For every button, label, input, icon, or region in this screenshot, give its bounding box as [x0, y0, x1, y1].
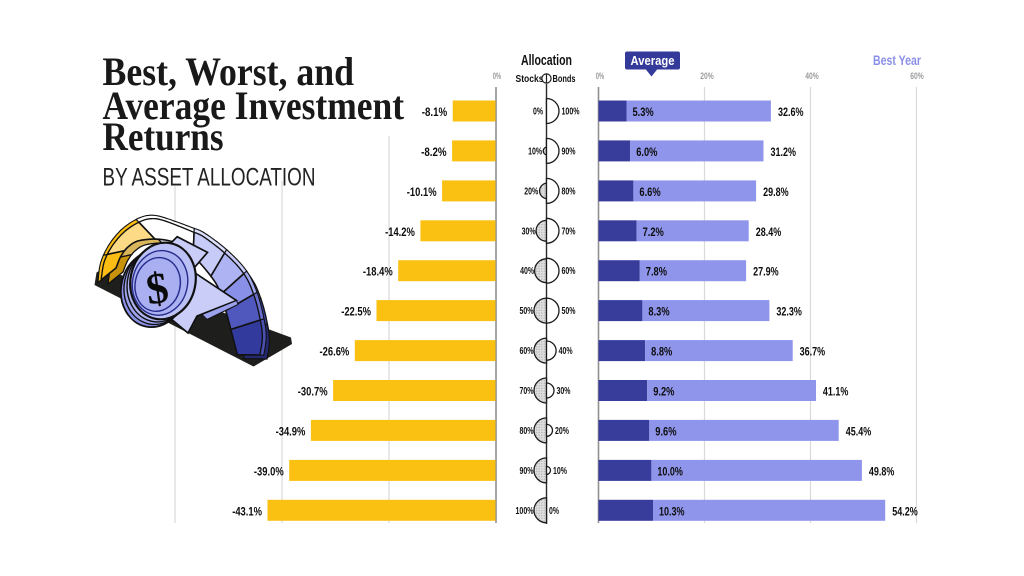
svg-text:32.3%: 32.3%	[776, 305, 802, 319]
svg-text:31.2%: 31.2%	[771, 145, 797, 159]
svg-text:10%: 10%	[553, 466, 567, 477]
svg-text:10.0%: 10.0%	[657, 464, 683, 478]
svg-text:80%: 80%	[520, 426, 534, 437]
svg-text:40%: 40%	[559, 346, 573, 357]
svg-text:45.4%: 45.4%	[846, 424, 872, 438]
svg-text:Allocation: Allocation	[521, 53, 572, 69]
svg-text:9.2%: 9.2%	[653, 385, 674, 399]
svg-text:Stocks: Stocks	[516, 73, 544, 85]
svg-text:-39.0%: -39.0%	[254, 464, 284, 478]
svg-text:100%: 100%	[516, 506, 534, 517]
svg-text:50%: 50%	[520, 306, 534, 317]
svg-text:100%: 100%	[562, 107, 580, 118]
svg-text:Best Year: Best Year	[873, 53, 922, 68]
svg-text:-8.1%: -8.1%	[422, 105, 448, 119]
svg-text:90%: 90%	[520, 466, 534, 477]
svg-text:30%: 30%	[557, 386, 571, 397]
svg-text:70%: 70%	[562, 226, 576, 237]
svg-text:29.8%: 29.8%	[763, 185, 789, 199]
svg-text:60%: 60%	[562, 266, 576, 277]
svg-text:28.4%: 28.4%	[756, 225, 782, 239]
svg-text:-8.2%: -8.2%	[421, 145, 447, 159]
svg-text:60%: 60%	[520, 346, 534, 357]
svg-text:7.2%: 7.2%	[643, 225, 664, 239]
svg-text:60%: 60%	[910, 71, 924, 81]
svg-text:54.2%: 54.2%	[892, 504, 918, 518]
svg-text:0%: 0%	[549, 506, 559, 517]
svg-text:Average: Average	[631, 54, 675, 68]
svg-text:Best, Worst, and: Best, Worst, and	[103, 49, 355, 94]
svg-text:-34.9%: -34.9%	[276, 424, 306, 438]
svg-text:-18.4%: -18.4%	[363, 265, 393, 279]
svg-text:9.6%: 9.6%	[655, 424, 676, 438]
svg-text:40%: 40%	[520, 266, 534, 277]
svg-text:0%: 0%	[596, 71, 605, 81]
svg-text:0%: 0%	[493, 71, 502, 81]
svg-text:41.1%: 41.1%	[823, 385, 849, 399]
svg-text:80%: 80%	[562, 186, 576, 197]
svg-text:32.6%: 32.6%	[778, 105, 804, 119]
svg-text:50%: 50%	[562, 306, 576, 317]
svg-text:20%: 20%	[524, 186, 538, 197]
svg-text:20%: 20%	[555, 426, 569, 437]
svg-text:27.9%: 27.9%	[753, 265, 779, 279]
svg-text:36.7%: 36.7%	[800, 345, 826, 359]
svg-text:10%: 10%	[528, 146, 542, 157]
svg-text:Bonds: Bonds	[553, 73, 576, 85]
svg-text:-22.5%: -22.5%	[341, 305, 371, 319]
svg-text:8.3%: 8.3%	[648, 305, 669, 319]
svg-text:20%: 20%	[700, 71, 714, 81]
svg-text:30%: 30%	[522, 226, 536, 237]
svg-text:BY ASSET ALLOCATION: BY ASSET ALLOCATION	[103, 164, 316, 192]
svg-text:-26.6%: -26.6%	[320, 345, 350, 359]
svg-text:40%: 40%	[805, 71, 819, 81]
svg-text:10.3%: 10.3%	[659, 504, 685, 518]
svg-text:Average Investment: Average Investment	[103, 83, 405, 128]
svg-text:-10.1%: -10.1%	[407, 185, 437, 199]
svg-text:-43.1%: -43.1%	[232, 504, 262, 518]
svg-text:70%: 70%	[520, 386, 534, 397]
svg-text:5.3%: 5.3%	[633, 105, 654, 119]
svg-text:7.8%: 7.8%	[646, 265, 667, 279]
svg-text:90%: 90%	[562, 146, 576, 157]
svg-text:49.8%: 49.8%	[869, 464, 895, 478]
svg-text:6.0%: 6.0%	[636, 145, 657, 159]
svg-text:-30.7%: -30.7%	[298, 385, 328, 399]
svg-text:0%: 0%	[533, 107, 543, 118]
svg-text:8.8%: 8.8%	[651, 345, 672, 359]
svg-text:Returns: Returns	[103, 114, 224, 159]
svg-text:-14.2%: -14.2%	[385, 225, 415, 239]
svg-text:6.6%: 6.6%	[639, 185, 660, 199]
